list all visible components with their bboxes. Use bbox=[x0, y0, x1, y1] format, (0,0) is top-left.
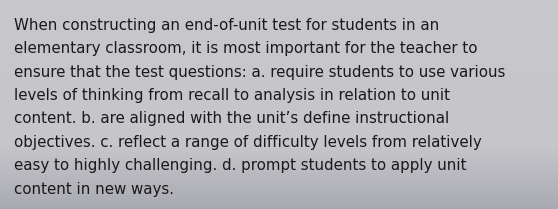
Text: objectives. c. reflect a range of difficulty levels from relatively: objectives. c. reflect a range of diffic… bbox=[14, 135, 482, 150]
Text: content. b. are aligned with the unit’s define instructional: content. b. are aligned with the unit’s … bbox=[14, 111, 449, 126]
Text: content in new ways.: content in new ways. bbox=[14, 182, 174, 197]
Text: When constructing an end-of-unit test for students in an: When constructing an end-of-unit test fo… bbox=[14, 18, 439, 33]
Text: elementary classroom, it is most important for the teacher to: elementary classroom, it is most importa… bbox=[14, 41, 478, 56]
Text: ensure that the test questions: a. require students to use various: ensure that the test questions: a. requi… bbox=[14, 65, 506, 80]
Text: levels of thinking from recall to analysis in relation to unit: levels of thinking from recall to analys… bbox=[14, 88, 450, 103]
Text: easy to highly challenging. d. prompt students to apply unit: easy to highly challenging. d. prompt st… bbox=[14, 158, 466, 173]
